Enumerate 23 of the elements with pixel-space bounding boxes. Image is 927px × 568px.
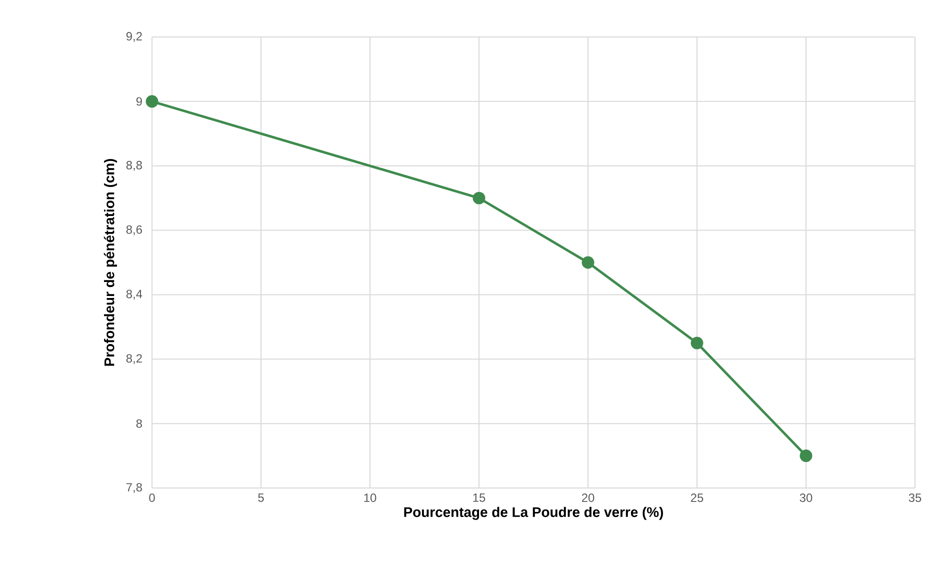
y-axis-title: Profondeur de pénétration (cm) xyxy=(104,158,118,366)
y-tick-label: 8,6 xyxy=(126,225,142,236)
x-tick-label: 15 xyxy=(473,494,486,502)
x-axis-title: Pourcentage de La Poudre de verre (%) xyxy=(404,506,663,520)
point xyxy=(800,450,812,462)
point xyxy=(472,192,486,204)
x-tick-label: 35 xyxy=(908,494,922,502)
y-tick-label: 8,2 xyxy=(126,354,142,364)
y-tick-label: 8,8 xyxy=(126,160,142,171)
x-tick-label: 0 xyxy=(149,494,155,502)
x-tick-label: 25 xyxy=(690,494,704,502)
x-tick-label: 30 xyxy=(800,494,812,502)
y-tick-label: 9,2 xyxy=(126,32,142,42)
x-tick-label: 5 xyxy=(258,494,264,502)
point xyxy=(146,95,158,108)
y-tick-label: 8,4 xyxy=(126,290,142,300)
y-tick-label: 8 xyxy=(136,419,142,428)
point xyxy=(690,336,704,350)
x-tick-label: 10 xyxy=(364,494,376,502)
point xyxy=(582,256,594,269)
y-tick-label: 7,8 xyxy=(126,483,142,493)
y-tick-label: 9 xyxy=(136,97,142,106)
x-tick-label: 20 xyxy=(582,494,594,502)
